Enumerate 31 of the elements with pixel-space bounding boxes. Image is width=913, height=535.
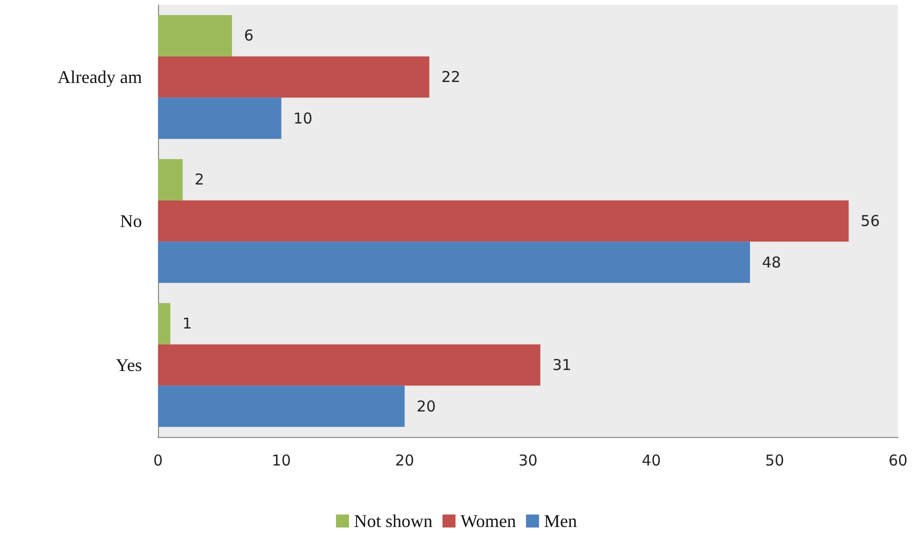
data-label: 20: [416, 397, 436, 416]
bar: [158, 15, 232, 56]
bar: [158, 98, 282, 139]
bar: [158, 386, 405, 427]
x-tick-label: 60: [888, 452, 908, 470]
x-tick-label: 50: [765, 452, 784, 470]
data-label: 1: [182, 314, 192, 333]
x-tick-label: 40: [642, 452, 661, 470]
bar: [158, 303, 170, 344]
data-label: 56: [860, 212, 880, 230]
bar: [158, 242, 750, 283]
x-tick-label: 30: [518, 452, 538, 470]
bar: [158, 200, 849, 242]
data-label: 48: [762, 253, 782, 272]
y-tick-label: No: [120, 211, 142, 231]
x-tick-label: 20: [395, 452, 414, 470]
y-tick-label: Already am: [58, 67, 142, 87]
y-tick-label: Yes: [116, 355, 142, 375]
bar: [158, 344, 540, 386]
x-tick-label: 0: [153, 452, 163, 470]
legend-label: Men: [544, 511, 578, 531]
data-label: 22: [441, 68, 460, 86]
x-tick-label: 10: [272, 452, 291, 470]
data-label: 6: [244, 26, 254, 45]
legend-label: Women: [460, 511, 516, 531]
bar: [158, 159, 183, 200]
bar: [158, 56, 430, 98]
legend-label: Not shown: [354, 511, 432, 531]
data-label: 31: [552, 356, 572, 374]
data-label: 10: [293, 109, 312, 128]
data-label: 2: [194, 170, 204, 189]
